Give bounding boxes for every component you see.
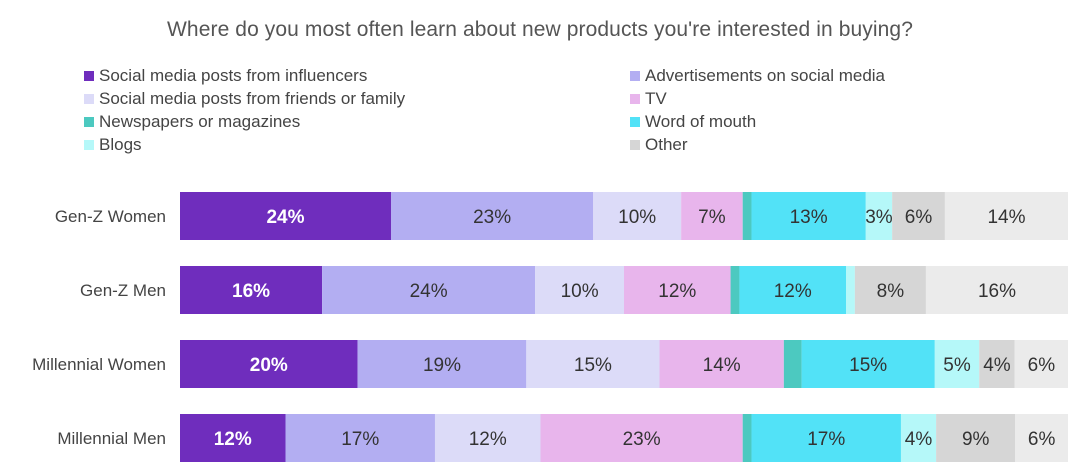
bar-segment bbox=[900, 414, 937, 462]
bar-segment bbox=[180, 192, 392, 240]
bar-segment bbox=[979, 340, 1015, 388]
legend-label: Newspapers or magazines bbox=[99, 112, 301, 131]
data-label: 17% bbox=[807, 429, 845, 450]
data-label: 13% bbox=[790, 207, 828, 228]
legend-label: Blogs bbox=[99, 135, 142, 154]
bar-segment bbox=[936, 414, 1016, 462]
data-label: 19% bbox=[423, 355, 461, 376]
bar-segment bbox=[751, 192, 866, 240]
data-label: 12% bbox=[774, 281, 812, 302]
bar-segment bbox=[624, 266, 731, 314]
data-label: 10% bbox=[561, 281, 599, 302]
bar-segment bbox=[180, 340, 358, 388]
data-label: 24% bbox=[266, 207, 304, 228]
data-label: 5% bbox=[943, 355, 971, 376]
bar-segment bbox=[944, 192, 1068, 240]
legend-item-2: Advertisements on social media bbox=[630, 66, 885, 86]
data-label: 14% bbox=[987, 207, 1025, 228]
data-label: 15% bbox=[849, 355, 887, 376]
data-label: 14% bbox=[703, 355, 741, 376]
chart-legend: Social media posts from influencers Adver… bbox=[84, 66, 984, 162]
bar-segment bbox=[180, 414, 286, 462]
data-label: 6% bbox=[905, 207, 933, 228]
bar-segment bbox=[535, 266, 624, 314]
bar-segment bbox=[801, 340, 935, 388]
data-label: 23% bbox=[623, 429, 661, 450]
data-label: 16% bbox=[232, 281, 270, 302]
legend-item-3: Social media posts from friends or famil… bbox=[84, 89, 405, 109]
bar-segment bbox=[526, 340, 660, 388]
bar-segment bbox=[285, 414, 435, 462]
legend-item-7: Blogs bbox=[84, 135, 142, 155]
legend-item-8: Other bbox=[630, 135, 688, 155]
bar-segment bbox=[739, 266, 846, 314]
data-label: 6% bbox=[1028, 355, 1056, 376]
row-label: Gen-Z Men bbox=[80, 281, 166, 300]
data-label: 16% bbox=[978, 281, 1016, 302]
legend-item-5: Newspapers or magazines bbox=[84, 112, 300, 132]
bar-segment bbox=[322, 266, 536, 314]
legend-label: TV bbox=[645, 89, 667, 108]
data-label: 15% bbox=[574, 355, 612, 376]
row-label: Millennial Women bbox=[32, 355, 166, 374]
data-label: 17% bbox=[341, 429, 379, 450]
legend-swatch bbox=[84, 94, 94, 104]
legend-label: Word of mouth bbox=[645, 112, 757, 131]
bar-segment bbox=[357, 340, 527, 388]
data-label: 12% bbox=[658, 281, 696, 302]
data-label: 6% bbox=[1028, 429, 1056, 450]
legend-swatch bbox=[630, 140, 640, 150]
bar-segment bbox=[1015, 414, 1068, 462]
bar-segment bbox=[742, 414, 752, 462]
bar-segment bbox=[846, 266, 855, 314]
bar-segment bbox=[391, 192, 594, 240]
row-label: Millennial Men bbox=[57, 429, 166, 448]
bar-segment bbox=[751, 414, 901, 462]
data-label: 9% bbox=[962, 429, 990, 450]
data-label: 4% bbox=[905, 429, 933, 450]
legend-swatch bbox=[630, 94, 640, 104]
data-label: 7% bbox=[698, 207, 726, 228]
bar-segment bbox=[730, 266, 740, 314]
legend-label: Social media posts from friends or famil… bbox=[99, 89, 406, 108]
legend-swatch bbox=[84, 117, 94, 127]
bar-segment bbox=[540, 414, 743, 462]
legend-swatch bbox=[630, 117, 640, 127]
bar-segment bbox=[681, 192, 743, 240]
legend-item-1: Social media posts from influencers bbox=[84, 66, 367, 86]
bar-segment bbox=[593, 192, 682, 240]
bar-segment bbox=[925, 266, 1068, 314]
legend-swatch bbox=[84, 71, 94, 81]
data-label: 10% bbox=[618, 207, 656, 228]
data-label: 23% bbox=[473, 207, 511, 228]
bar-segment bbox=[865, 192, 893, 240]
data-label: 4% bbox=[983, 355, 1011, 376]
bar-segment bbox=[783, 340, 802, 388]
legend-label: Advertisements on social media bbox=[645, 66, 886, 85]
legend-swatch bbox=[630, 71, 640, 81]
data-label: 3% bbox=[865, 207, 893, 228]
data-label: 12% bbox=[214, 429, 252, 450]
data-label: 20% bbox=[250, 355, 288, 376]
bar-segment bbox=[742, 192, 752, 240]
bar-segment bbox=[180, 266, 323, 314]
bar-segment bbox=[854, 266, 926, 314]
legend-swatch bbox=[84, 140, 94, 150]
legend-label: Other bbox=[645, 135, 688, 154]
bar-segment bbox=[1014, 340, 1068, 388]
bar-segment bbox=[659, 340, 784, 388]
bar-segment bbox=[892, 192, 945, 240]
chart-title: Where do you most often learn about new … bbox=[167, 18, 913, 41]
bar-segment bbox=[934, 340, 980, 388]
data-label: 8% bbox=[877, 281, 905, 302]
legend-item-4: TV bbox=[630, 89, 667, 109]
data-label: 24% bbox=[410, 281, 448, 302]
bar-segment bbox=[434, 414, 541, 462]
data-label: 12% bbox=[469, 429, 507, 450]
legend-label: Social media posts from influencers bbox=[99, 66, 368, 85]
row-label: Gen-Z Women bbox=[55, 207, 166, 226]
legend-item-6: Word of mouth bbox=[630, 112, 756, 132]
